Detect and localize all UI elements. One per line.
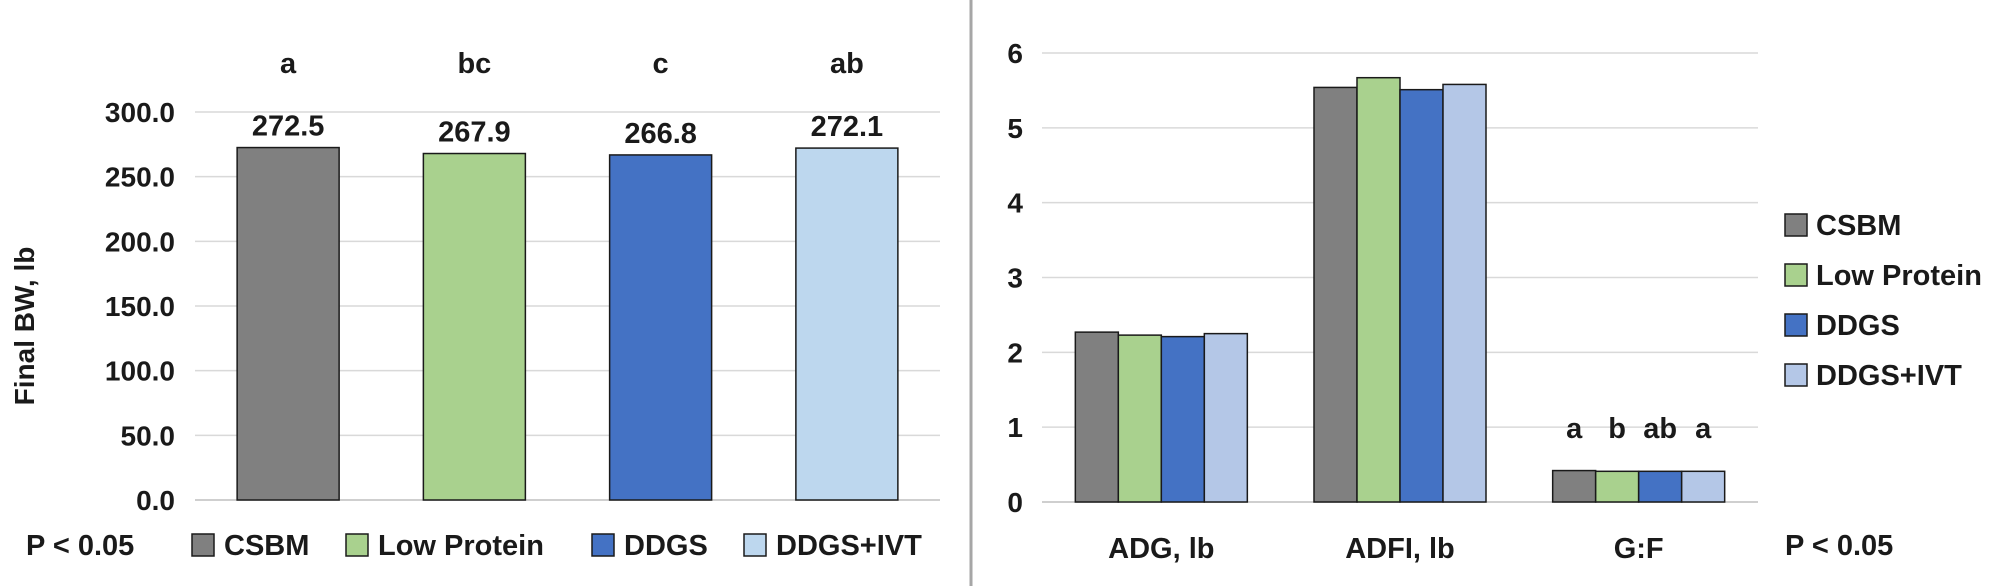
right-category-label: ADG, lb [1108,533,1214,565]
right-category-labels: ADG, lb ADFI, lb G:F [1108,533,1663,565]
right-p-value-note: P < 0.05 [1785,530,1893,562]
right-legend-swatch [1784,363,1808,387]
right-bars [1074,76,1726,503]
left-data-label: 266.8 [624,118,697,150]
right-bar-2-2 [1637,470,1683,503]
right-legend-label: Low Protein [1816,260,1982,292]
right-legend-label: DDGS+IVT [1816,360,1962,392]
right-significance-letter: ab [1643,413,1677,445]
left-y-tick-label: 250.0 [105,162,175,193]
left-significance-letter: bc [457,48,491,80]
left-significance-letter: c [653,48,669,80]
left-y-tick-label: 50.0 [121,420,176,451]
left-significance-letter: a [280,48,297,80]
left-significance-letters: a bc c ab [280,48,864,80]
left-y-tick-label: 200.0 [105,226,175,257]
left-bar-0 [236,146,340,501]
right-y-tick-label: 3 [1007,263,1023,294]
left-legend-label: CSBM [224,530,309,562]
left-y-tick-labels: 0.0 50.0 100.0 150.0 200.0 250.0 300.0 [105,97,175,516]
left-legend-label: Low Protein [378,530,544,562]
left-bar-2 [608,154,713,501]
right-legend-label: DDGS [1816,310,1900,342]
right-legend-swatch [1784,213,1808,237]
right-legend: CSBM Low Protein DDGS DDGS+IVT [1784,210,1982,392]
left-data-label: 272.5 [252,111,325,143]
right-bar-2-3 [1680,470,1726,503]
right-bar-0-3 [1203,332,1249,503]
right-y-tick-label: 5 [1007,113,1023,144]
left-legend-swatch [591,533,615,557]
right-significance-letters: a b ab a [1566,413,1712,445]
right-y-tick-label: 2 [1007,337,1023,368]
left-y-tick-label: 100.0 [105,356,175,387]
left-bar-1 [422,152,527,501]
right-significance-letter: b [1608,413,1626,445]
right-bar-2-1 [1594,470,1640,503]
final-bw-bar-chart: 0.0 50.0 100.0 150.0 200.0 250.0 300.0 272.5 26… [9,48,940,562]
right-y-tick-label: 0 [1007,487,1023,518]
left-bar-3 [795,147,899,501]
right-legend-swatch [1784,313,1808,337]
left-y-tick-label: 0.0 [136,485,175,516]
left-y-tick-label: 150.0 [105,291,175,322]
right-y-tick-label: 6 [1007,38,1023,69]
left-data-label: 272.1 [811,111,884,143]
left-y-tick-label: 300.0 [105,97,175,128]
left-legend-swatch [743,533,767,557]
right-bar-1-3 [1442,83,1487,503]
right-category-label: G:F [1614,533,1664,565]
right-bar-2-0 [1551,469,1597,503]
left-bars [236,146,899,501]
right-bar-0-2 [1160,335,1206,503]
right-y-tick-labels: 0 1 2 3 4 5 6 [1007,38,1023,518]
right-bar-1-1 [1356,76,1401,503]
right-significance-letter: a [1695,413,1712,445]
right-y-tick-label: 1 [1007,412,1023,443]
right-significance-letter: a [1566,413,1583,445]
left-data-labels: 272.5 267.9 266.8 272.1 [252,111,883,150]
right-bar-1-2 [1399,88,1444,503]
left-data-label: 267.9 [438,117,511,149]
right-legend-label: CSBM [1816,210,1901,242]
left-legend-label: DDGS+IVT [776,530,922,562]
right-bar-1-0 [1313,86,1358,503]
left-legend: CSBM Low Protein DDGS DDGS+IVT [191,530,922,562]
right-category-label: ADFI, lb [1345,533,1455,565]
right-y-tick-label: 4 [1007,188,1023,219]
left-legend-swatch [345,533,369,557]
right-bar-0-0 [1074,331,1120,503]
left-y-axis-label: Final BW, lb [9,247,40,406]
left-legend-label: DDGS [624,530,708,562]
left-p-value-note: P < 0.05 [26,530,134,562]
right-legend-swatch [1784,263,1808,287]
right-bar-0-1 [1117,334,1163,503]
left-legend-swatch [191,533,215,557]
left-significance-letter: ab [830,48,864,80]
